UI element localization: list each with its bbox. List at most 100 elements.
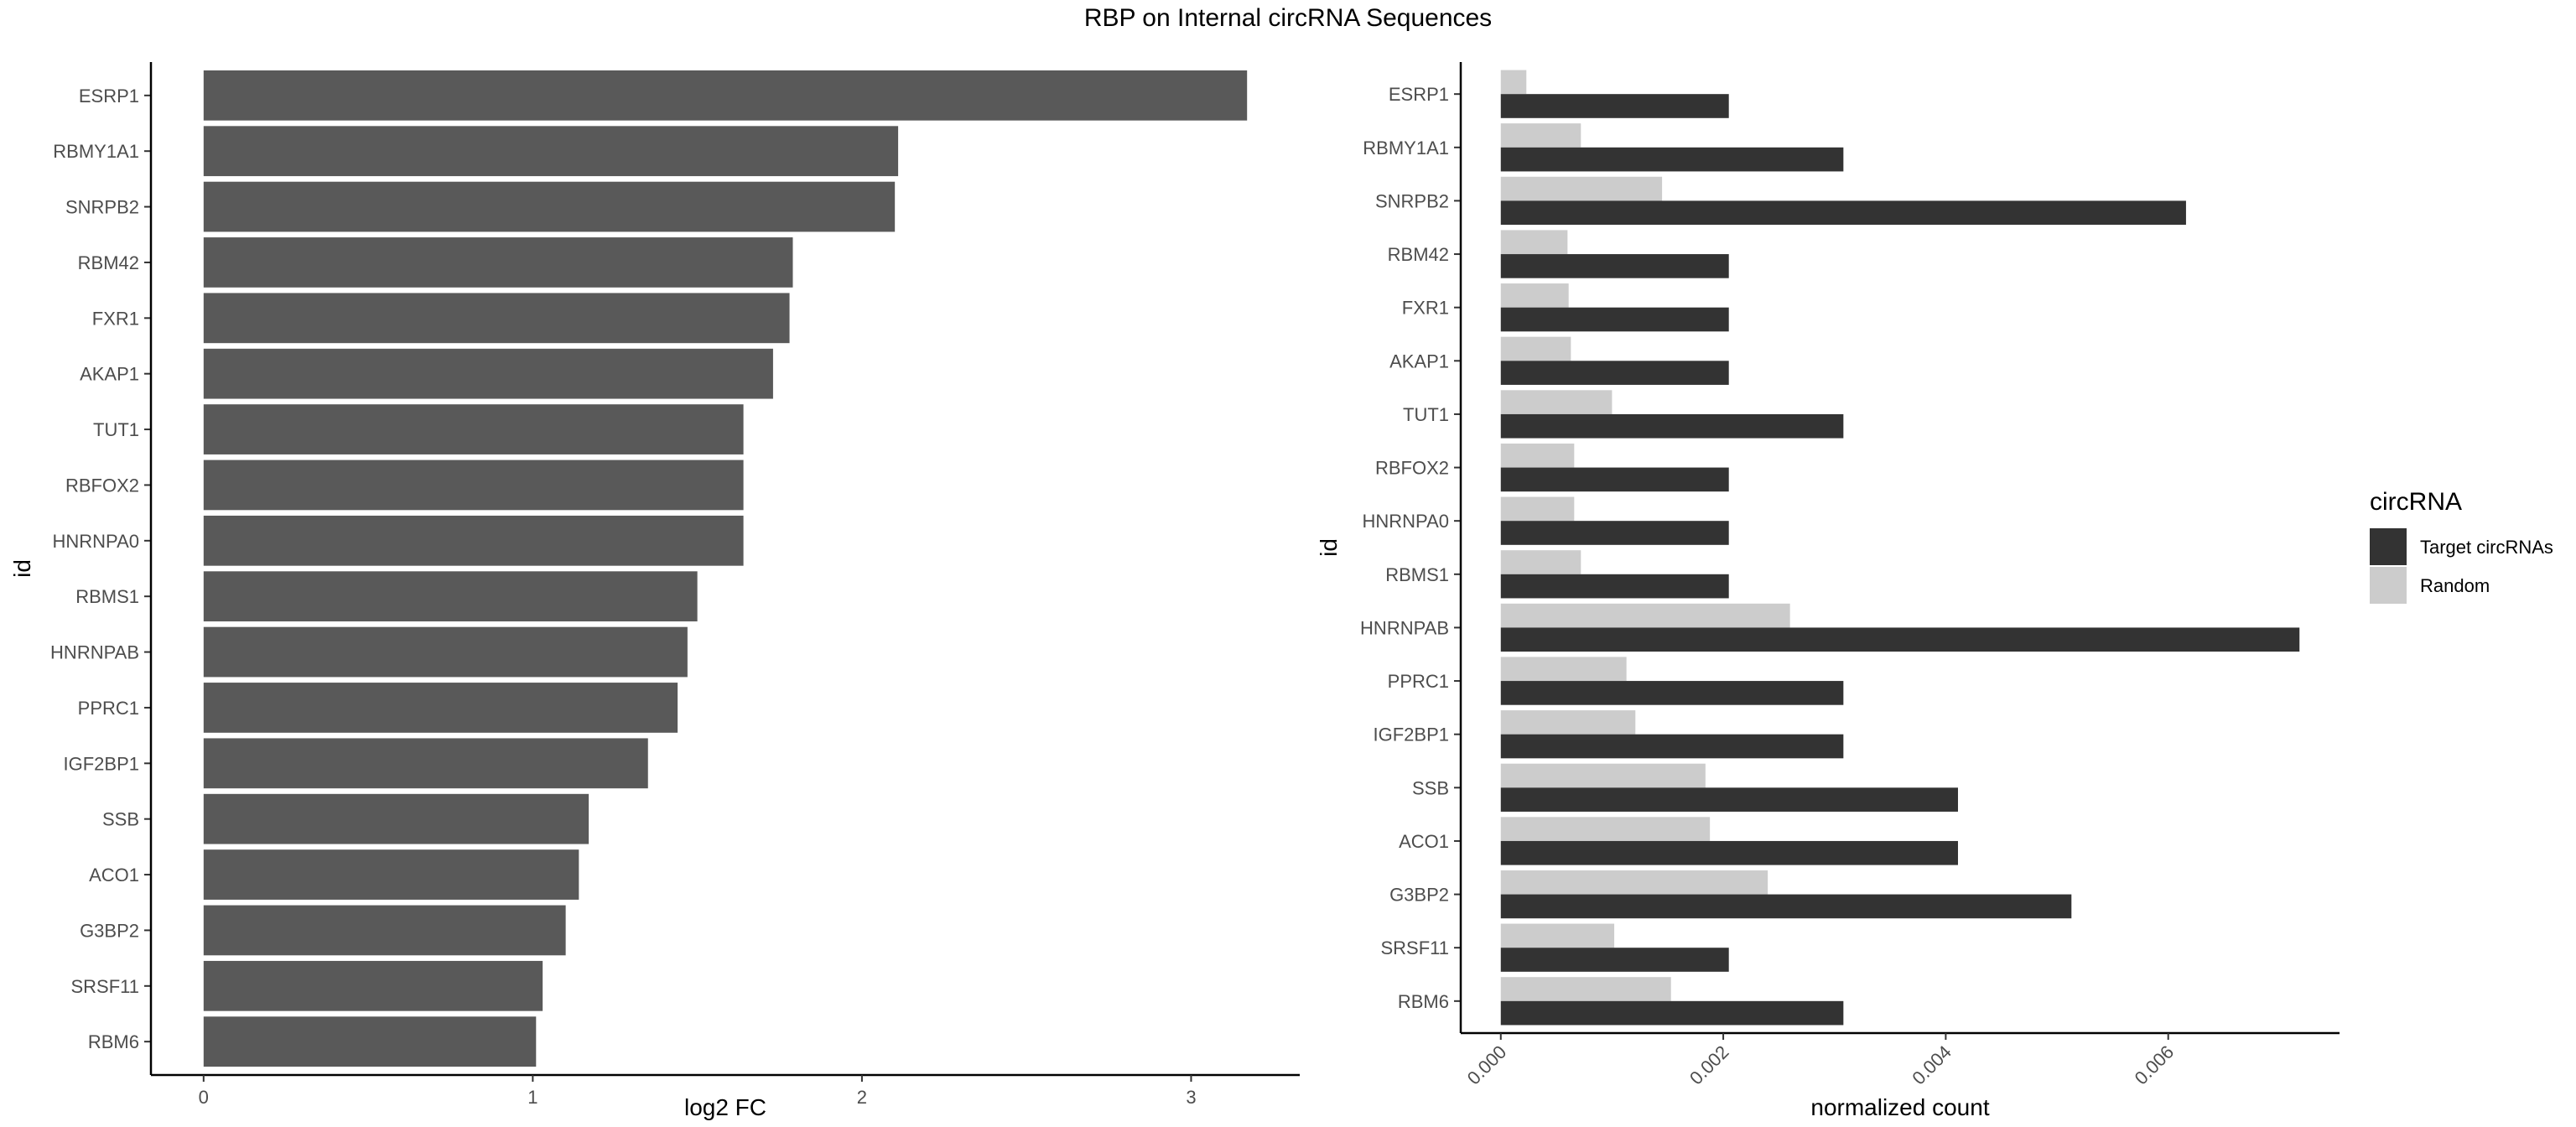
bar-target-rbms1 (1500, 574, 1729, 599)
bar-target-rbfox2 (1500, 467, 1729, 492)
bar-log2fc-srsf11 (203, 960, 543, 1011)
legend-key-random (2370, 567, 2407, 604)
bar-random-pprc1 (1500, 657, 1627, 682)
bar-target-fxr1 (1500, 307, 1729, 332)
y-tick-label-akap1: AKAP1 (1389, 351, 1449, 371)
legend: circRNA Target circRNAs Random (2370, 488, 2553, 604)
y-tick-label-rbmy1a1: RBMY1A1 (53, 141, 139, 162)
bar-target-rbm6 (1500, 1000, 1844, 1026)
bar-random-rbm42 (1500, 230, 1568, 255)
y-tick-label-rbm42: RBM42 (78, 252, 139, 273)
bar-target-aco1 (1500, 840, 1958, 865)
bar-random-hnrnpab (1500, 603, 1790, 628)
y-tick-label-akap1: AKAP1 (80, 364, 139, 385)
left-panel-log2fc: ESRP1 RBMY1A1 SNRPB2 RBM42 FXR1 AKAP1 TUT1 RBFO… (9, 62, 1300, 1120)
bar-random-ssb (1500, 763, 1706, 788)
y-tick-label-aco1: ACO1 (89, 865, 139, 886)
y-tick-label-snrpb2: SNRPB2 (65, 197, 139, 218)
bar-random-esrp1 (1500, 70, 1527, 95)
bar-random-srsf11 (1500, 923, 1615, 948)
y-tick-label-tut1: TUT1 (1403, 404, 1449, 425)
bar-random-rbms1 (1500, 550, 1581, 574)
bar-log2fc-tut1 (203, 404, 744, 454)
y-tick-label-srsf11: SRSF11 (1380, 937, 1449, 958)
y-axis-title: id (9, 559, 35, 578)
bar-target-igf2bp1 (1500, 734, 1844, 759)
y-tick-label-igf2bp1: IGF2BP1 (64, 753, 139, 774)
bar-random-fxr1 (1500, 283, 1569, 308)
bar-log2fc-esrp1 (203, 70, 1248, 121)
y-tick-label-g3bp2: G3BP2 (80, 920, 139, 941)
bar-log2fc-rbmy1a1 (203, 126, 899, 177)
y-tick-label-pprc1: PPRC1 (1388, 671, 1449, 692)
bar-random-igf2bp1 (1500, 710, 1636, 735)
bar-target-srsf11 (1500, 948, 1729, 972)
bar-target-esrp1 (1500, 94, 1729, 118)
y-tick-label-hnrnpab: HNRNPAB (1360, 617, 1449, 638)
x-tick-label-1: 0.002 (1685, 1041, 1733, 1089)
bar-target-snrpb2 (1500, 200, 2186, 226)
y-tick-label-rbmy1a1: RBMY1A1 (1363, 138, 1449, 158)
y-tick-label-hnrnpa0: HNRNPA0 (52, 531, 139, 552)
bar-random-g3bp2 (1500, 870, 1768, 895)
bar-log2fc-fxr1 (203, 293, 790, 344)
y-tick-label-rbms1: RBMS1 (1385, 564, 1449, 585)
y-tick-label-srsf11: SRSF11 (70, 976, 139, 997)
y-tick-label-rbm6: RBM6 (88, 1031, 139, 1052)
bar-random-aco1 (1500, 817, 1711, 841)
y-tick-label-ssb: SSB (1412, 777, 1449, 798)
bar-log2fc-rbms1 (203, 571, 698, 622)
x-tick-label-0: 0 (199, 1087, 209, 1108)
bar-random-hnrnpa0 (1500, 496, 1575, 522)
bar-log2fc-rbm6 (203, 1016, 537, 1067)
y-tick-label-rbm42: RBM42 (1388, 244, 1449, 265)
bar-target-pprc1 (1500, 681, 1844, 705)
bar-target-tut1 (1500, 413, 1844, 439)
legend-label-random: Random (2420, 575, 2490, 596)
bar-target-ssb (1500, 787, 1958, 812)
y-tick-label-pprc1: PPRC1 (78, 698, 139, 719)
bar-log2fc-aco1 (203, 849, 579, 900)
bar-log2fc-rbfox2 (203, 460, 744, 511)
y-tick-label-fxr1: FXR1 (1402, 298, 1449, 319)
y-tick-label-tut1: TUT1 (93, 419, 139, 440)
right-panel-normalized-count: ESRP1 RBMY1A1 SNRPB2 RBM42 FXR1 AKAP1 TUT1 RBFO… (1316, 62, 2340, 1120)
y-tick-label-fxr1: FXR1 (92, 308, 139, 329)
bar-log2fc-snrpb2 (203, 181, 896, 232)
x-tick-label-3: 0.006 (2131, 1041, 2179, 1089)
y-tick-label-ssb: SSB (102, 809, 139, 830)
bar-target-hnrnpa0 (1500, 521, 1729, 545)
bar-random-akap1 (1500, 336, 1571, 361)
bar-random-snrpb2 (1500, 176, 1663, 201)
bar-log2fc-ssb (203, 793, 589, 844)
bar-random-rbmy1a1 (1500, 123, 1581, 148)
x-axis-title: normalized count (1810, 1094, 1989, 1120)
chart-title: RBP on Internal circRNA Sequences (1083, 4, 1493, 32)
x-tick-label-2: 2 (857, 1087, 867, 1108)
bar-random-rbfox2 (1500, 443, 1575, 468)
y-tick-label-hnrnpab: HNRNPAB (50, 642, 139, 663)
legend-title: circRNA (2370, 488, 2462, 516)
y-tick-label-hnrnpa0: HNRNPA0 (1362, 511, 1449, 532)
y-tick-label-esrp1: ESRP1 (79, 86, 139, 106)
y-tick-label-esrp1: ESRP1 (1389, 84, 1449, 105)
bar-log2fc-g3bp2 (203, 905, 566, 956)
bar-target-rbmy1a1 (1500, 147, 1844, 172)
bar-random-tut1 (1500, 390, 1613, 414)
y-tick-label-rbfox2: RBFOX2 (65, 475, 139, 496)
x-axis-title: log2 FC (684, 1094, 766, 1120)
y-tick-label-rbfox2: RBFOX2 (1375, 458, 1449, 479)
y-tick-label-g3bp2: G3BP2 (1389, 885, 1449, 906)
x-tick-label-2: 0.004 (1908, 1041, 1955, 1089)
bar-log2fc-akap1 (203, 348, 773, 399)
x-tick-label-0: 0.000 (1463, 1041, 1511, 1089)
bar-target-akap1 (1500, 361, 1729, 385)
bar-target-rbm42 (1500, 254, 1729, 278)
bar-target-g3bp2 (1500, 894, 2072, 919)
bar-log2fc-hnrnpab (203, 626, 688, 678)
y-tick-label-rbm6: RBM6 (1398, 991, 1449, 1012)
legend-key-target-circrnas (2370, 528, 2407, 565)
bar-log2fc-igf2bp1 (203, 738, 648, 789)
y-axis-title: id (1316, 538, 1342, 557)
